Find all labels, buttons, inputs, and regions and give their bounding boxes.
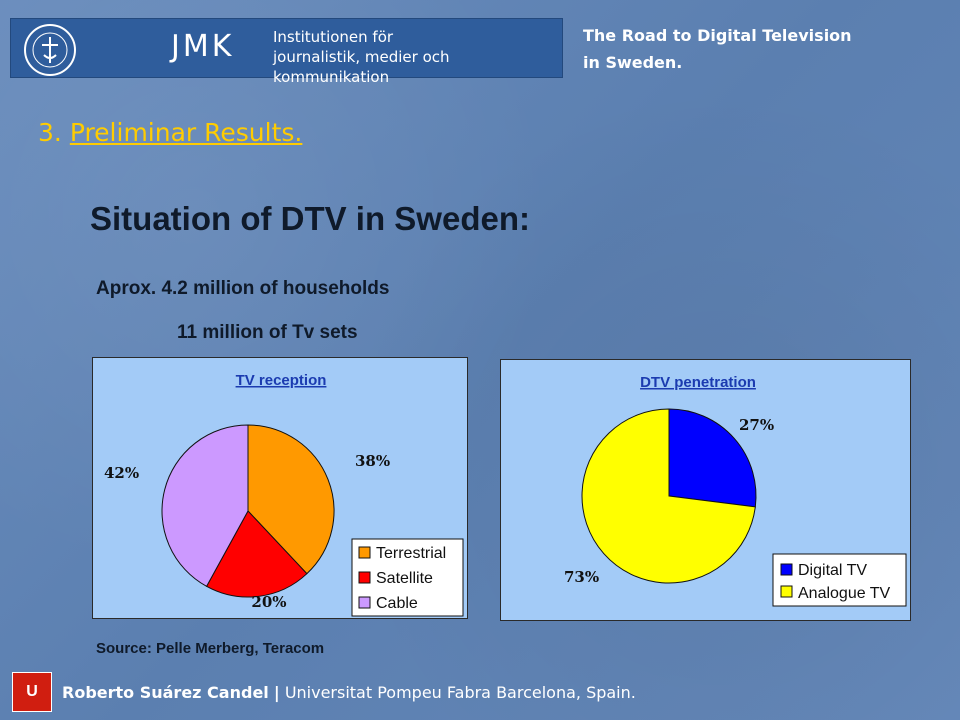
presentation-title-line-2: in Sweden. bbox=[583, 53, 683, 72]
data-label: 42% bbox=[104, 464, 139, 482]
pie-slices bbox=[161, 424, 335, 598]
pie-slices bbox=[581, 408, 757, 584]
chart-title: DTV penetration bbox=[640, 374, 756, 391]
section-number: 3. bbox=[38, 118, 62, 147]
tv-reception-chart: TV reception 38% 20% 42% Terrestrial Sat… bbox=[92, 357, 468, 619]
legend-label: Analogue TV bbox=[798, 585, 891, 602]
university-logo-icon: U bbox=[12, 672, 52, 712]
footer-credit: Roberto Suárez Candel | Universitat Pomp… bbox=[62, 683, 636, 702]
dtv-penetration-chart: DTV penetration 27% 73% Digital TV Analo… bbox=[500, 359, 911, 621]
legend-swatch bbox=[780, 585, 793, 598]
section-title-link[interactable]: Preliminar Results. bbox=[69, 118, 303, 147]
pie-slice-terrestrial bbox=[247, 424, 335, 575]
legend-swatch bbox=[358, 571, 371, 584]
legend-label: Digital TV bbox=[798, 562, 867, 579]
institution-line-1: Institutionen för bbox=[273, 28, 394, 46]
institution-logo-banner: JMK Institutionen för journalistik, medi… bbox=[10, 18, 563, 86]
legend-label: Satellite bbox=[376, 570, 433, 587]
pie-slice-cable bbox=[161, 424, 249, 588]
university-seal-icon bbox=[24, 24, 76, 76]
data-label: 20% bbox=[251, 593, 286, 611]
institution-name: Institutionen för journalistik, medier o… bbox=[273, 27, 562, 87]
pie-slice-analogue-tv bbox=[581, 408, 756, 584]
jmk-logo-text: JMK bbox=[171, 29, 235, 64]
affiliation: Universitat Pompeu Fabra Barcelona, Spai… bbox=[284, 683, 636, 702]
legend-swatch bbox=[358, 596, 371, 609]
pie-slice-satellite bbox=[205, 510, 308, 598]
pie-slice-digital-tv bbox=[668, 408, 757, 508]
presentation-title-line-1: The Road to Digital Television bbox=[583, 26, 852, 45]
legend-label: Cable bbox=[376, 595, 418, 612]
presentation-title: The Road to Digital Television in Sweden… bbox=[583, 22, 852, 76]
source-note: Source: Pelle Merberg, Teracom bbox=[96, 640, 325, 657]
author-name: Roberto Suárez Candel bbox=[62, 683, 269, 702]
tv-sets-fact: 11 million of Tv sets bbox=[177, 322, 358, 343]
tv-reception-chart-svg: TV reception 38% 20% 42% Terrestrial Sat… bbox=[104, 372, 464, 617]
institution-line-2: journalistik, medier och kommunikation bbox=[273, 48, 450, 86]
data-label: 73% bbox=[564, 568, 599, 586]
legend-label: Terrestrial bbox=[376, 545, 446, 562]
chart-title: TV reception bbox=[236, 372, 327, 389]
footer-separator: | bbox=[273, 683, 280, 702]
dtv-penetration-chart-svg: DTV penetration 27% 73% Digital TV Analo… bbox=[564, 374, 907, 607]
households-fact: Aprox. 4.2 million of households bbox=[96, 278, 390, 299]
slide-title: Situation of DTV in Sweden: bbox=[90, 200, 530, 237]
chart-legend: Digital TV Analogue TV bbox=[772, 553, 907, 607]
chart-legend: Terrestrial Satellite Cable bbox=[351, 538, 464, 617]
legend-swatch bbox=[780, 563, 793, 576]
legend-swatch bbox=[358, 546, 371, 559]
section-heading: 3. Preliminar Results. bbox=[38, 118, 302, 147]
data-label: 27% bbox=[739, 416, 774, 434]
data-label: 38% bbox=[355, 452, 390, 470]
